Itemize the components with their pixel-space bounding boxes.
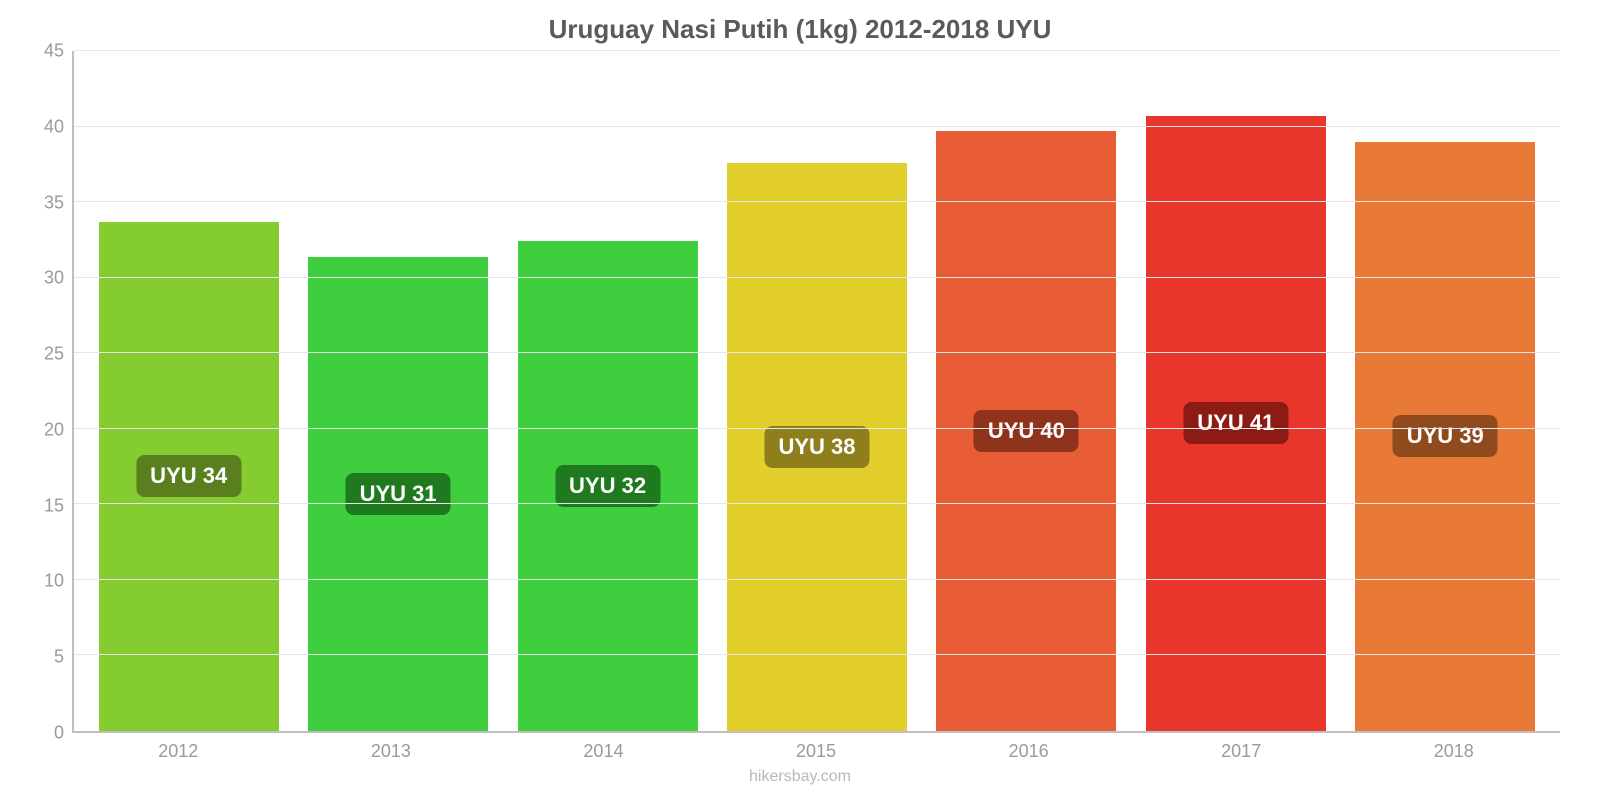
- x-tick: 2015: [710, 741, 923, 762]
- bar-slot: UYU 38: [712, 51, 921, 731]
- y-tick: 45: [12, 41, 64, 62]
- grid-area: UYU 34 UYU 31 UYU 32 UYU 38 UYU 40 UYU 41 UYU …: [72, 51, 1560, 733]
- y-tick: 15: [12, 495, 64, 516]
- gridline: [74, 654, 1560, 655]
- gridline: [74, 352, 1560, 353]
- bar-slot: UYU 39: [1341, 51, 1550, 731]
- bar-slot: UYU 31: [293, 51, 502, 731]
- bar-value-label: UYU 41: [1183, 402, 1288, 444]
- y-tick: 25: [12, 344, 64, 365]
- bar-value-label: UYU 40: [974, 410, 1079, 452]
- bar-value-label: UYU 32: [555, 465, 660, 507]
- bar: UYU 40: [936, 131, 1116, 731]
- gridline: [74, 579, 1560, 580]
- y-tick: 5: [12, 647, 64, 668]
- x-tick: 2018: [1347, 741, 1560, 762]
- x-tick: 2014: [497, 741, 710, 762]
- x-tick: 2013: [285, 741, 498, 762]
- chart-footer: hikersbay.com: [0, 762, 1600, 800]
- bar-slot: UYU 40: [922, 51, 1131, 731]
- bar-slot: UYU 34: [84, 51, 293, 731]
- bar-slot: UYU 32: [503, 51, 712, 731]
- x-axis: 2012201320142015201620172018: [0, 733, 1600, 762]
- bar: UYU 39: [1355, 142, 1535, 731]
- bar-value-label: UYU 31: [346, 473, 451, 515]
- price-bar-chart: Uruguay Nasi Putih (1kg) 2012-2018 UYU 0…: [0, 0, 1600, 800]
- x-tick: 2016: [922, 741, 1135, 762]
- bar: UYU 31: [308, 257, 488, 731]
- bar: UYU 38: [727, 163, 907, 731]
- y-tick: 35: [12, 192, 64, 213]
- bar-value-label: UYU 39: [1393, 415, 1498, 457]
- gridline: [74, 277, 1560, 278]
- plot-area: 051015202530354045 UYU 34UYU 31UYU 32UYU…: [0, 51, 1600, 733]
- gridline: [74, 126, 1560, 127]
- y-axis: 051015202530354045: [20, 51, 72, 733]
- chart-title: Uruguay Nasi Putih (1kg) 2012-2018 UYU: [0, 0, 1600, 51]
- gridline: [74, 503, 1560, 504]
- y-tick: 40: [12, 116, 64, 137]
- gridline: [74, 428, 1560, 429]
- x-tick: 2012: [72, 741, 285, 762]
- y-tick: 30: [12, 268, 64, 289]
- gridline: [74, 201, 1560, 202]
- bars-container: UYU 34 UYU 31 UYU 32 UYU 38 UYU 40 UYU 41 UYU …: [74, 51, 1560, 731]
- bar: UYU 32: [518, 241, 698, 731]
- y-tick: 0: [12, 723, 64, 744]
- bar-value-label: UYU 34: [136, 455, 241, 497]
- bar-value-label: UYU 38: [764, 426, 869, 468]
- y-tick: 20: [12, 419, 64, 440]
- x-tick: 2017: [1135, 741, 1348, 762]
- bar: UYU 41: [1146, 116, 1326, 731]
- bar-slot: UYU 41: [1131, 51, 1340, 731]
- y-tick: 10: [12, 571, 64, 592]
- gridline: [74, 50, 1560, 51]
